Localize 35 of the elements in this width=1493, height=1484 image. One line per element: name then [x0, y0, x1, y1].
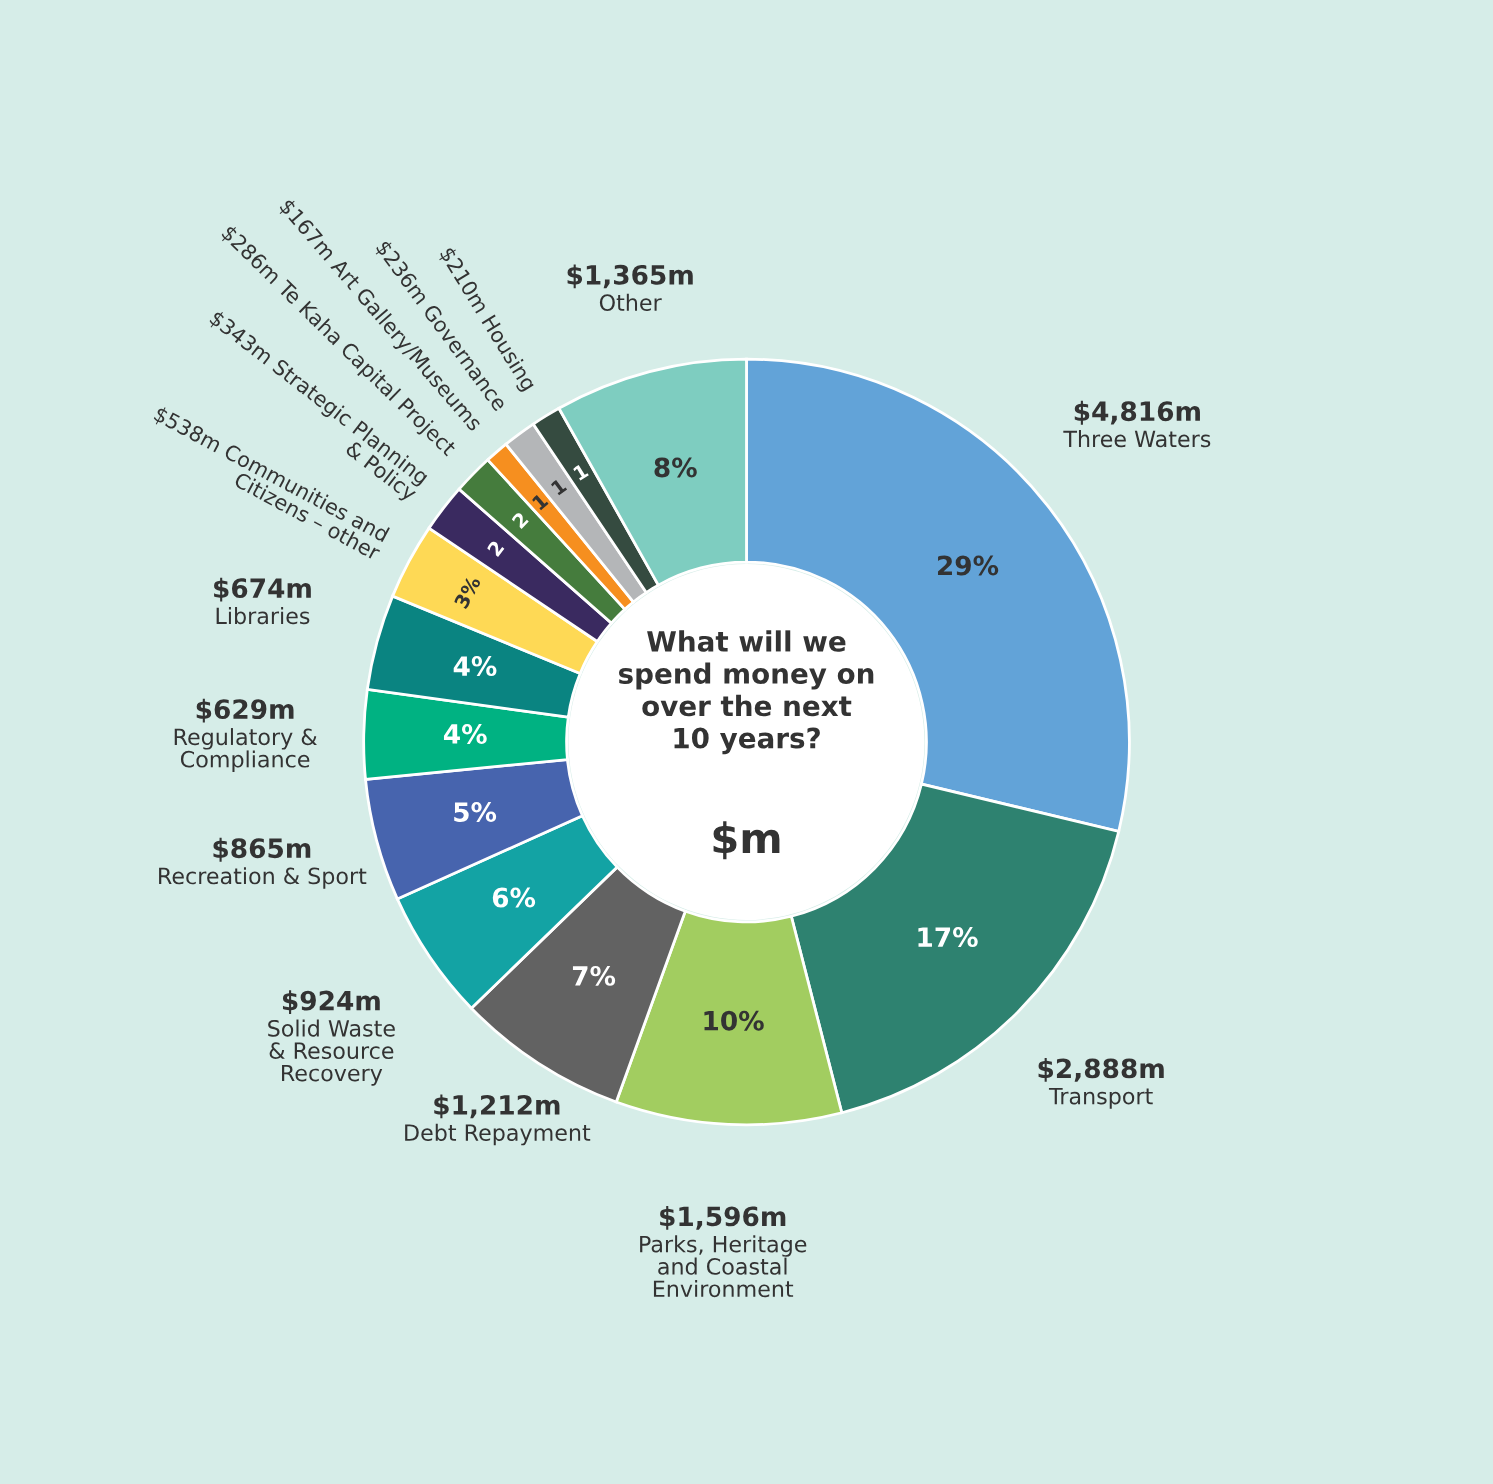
text: 4% [443, 724, 487, 744]
text: 1 [550, 478, 568, 496]
text: 10% [704, 1010, 764, 1031]
slice-label: Regulatory & Compliance [174, 728, 317, 772]
data-label: $1,365m [567, 264, 693, 289]
slice-label: Debt Repayment [405, 1123, 591, 1146]
text: 1 [531, 492, 549, 511]
data-label: $1,596m [660, 1205, 786, 1230]
text: 1 [572, 463, 589, 481]
slice-label: Three Waters [1063, 430, 1211, 448]
data-label: $674m [214, 577, 311, 602]
slice-label: Parks, Heritage and Coastal Environment [640, 1235, 807, 1298]
slice-label: Solid Waste & Resource Recovery [268, 1019, 395, 1086]
data-label: $629m [196, 698, 294, 723]
slice-label: Transport [1048, 1087, 1153, 1109]
text: 2 [511, 511, 529, 529]
text: $m [713, 821, 780, 860]
text: What will we spend money on over the next 10 years? [619, 630, 874, 755]
text: 4% [453, 656, 497, 677]
slice-label: Other [599, 293, 662, 311]
data-label: $4,816m [1074, 400, 1200, 425]
text: 6% [492, 887, 536, 908]
data-label: $924m [282, 990, 380, 1015]
text: 8% [654, 457, 697, 478]
data-label: $2,888m [1038, 1057, 1164, 1082]
text: 17% [918, 927, 978, 948]
text: 29% [937, 555, 999, 576]
text: 7% [572, 965, 616, 986]
text: 2 [486, 539, 505, 557]
data-label: $1,212m [434, 1094, 560, 1119]
text: 3% [453, 574, 482, 610]
text: 5% [454, 802, 497, 823]
slice-label: Libraries [216, 607, 310, 625]
slice-label: Recreation & Sport [159, 867, 367, 889]
data-label: $865m [213, 837, 311, 862]
